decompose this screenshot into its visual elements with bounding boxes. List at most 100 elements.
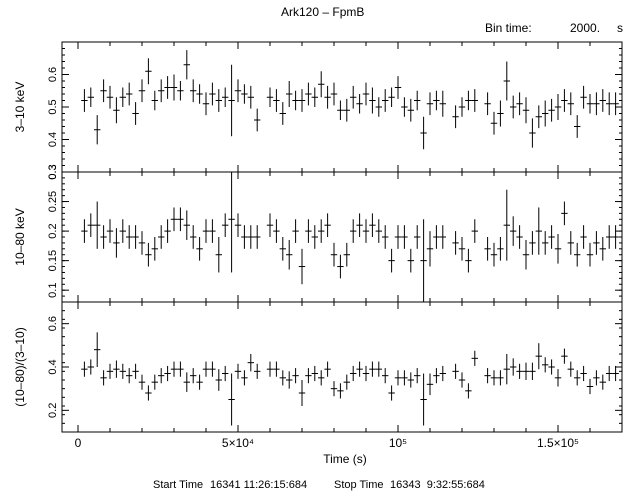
panel-1-data-point	[535, 105, 542, 129]
panel-3-data-point	[561, 348, 568, 364]
panel-3-data-point	[305, 368, 312, 384]
panel-2-data-point	[158, 225, 165, 249]
panel-1-data-point	[574, 115, 581, 138]
panel-1-data-point	[465, 90, 472, 111]
panel-2-data-point	[407, 248, 414, 273]
panel-3-data-point	[190, 368, 197, 384]
panel-1-data-point	[145, 58, 152, 85]
panel-3-data-point	[612, 365, 619, 382]
panel-3-data-point	[574, 370, 581, 386]
panel-3-frame	[61, 301, 623, 433]
panel-1-data-point	[420, 116, 427, 150]
panel-1-data-point	[228, 64, 235, 137]
bin-time-value: 2000.	[570, 21, 601, 35]
panel-1-data-point	[273, 89, 280, 112]
panel-2-data-point	[202, 219, 210, 243]
panel-2-data-point	[254, 225, 261, 249]
panel-2-y-tick-label: 0.15	[47, 250, 59, 271]
panel-2-data-point	[465, 248, 472, 273]
panel-3-data-point	[375, 361, 382, 377]
panel-2-data-point	[138, 231, 146, 255]
panel-3-data-point	[177, 361, 184, 377]
panel-2-data-point	[100, 225, 107, 249]
panel-3-data-point	[433, 368, 440, 384]
panel-1-data-point	[113, 97, 120, 124]
panel-3-data-point	[311, 365, 318, 382]
panel-1-data-point	[190, 79, 197, 103]
panel-3-data-point	[388, 385, 395, 401]
panel-1-data-point	[164, 76, 171, 99]
panel-3-data-point	[458, 372, 466, 388]
panel-2-data-point	[458, 237, 466, 261]
panel-1-data-point	[138, 79, 146, 103]
panel-3-data-point	[414, 368, 421, 384]
panel-3-data-point	[554, 369, 562, 387]
panel-3-data-point	[586, 378, 594, 395]
panel-3-data-point	[465, 383, 472, 399]
panel-2-data-point	[574, 242, 581, 267]
panel-3-data-point	[426, 373, 434, 396]
panel-3-data-point	[580, 365, 587, 382]
panel-1-data-point	[510, 95, 517, 119]
panel-3-data-point	[151, 374, 158, 390]
panel-1-data-point	[222, 87, 229, 107]
panel-3-data-point	[266, 361, 274, 377]
panel-3-data-point	[138, 374, 146, 390]
panel-3-data-point	[337, 383, 344, 399]
panel-3-data-point	[222, 365, 229, 382]
panel-1-data-point	[318, 71, 325, 98]
panel-1-data-point	[254, 108, 261, 132]
panel-1-data-point	[548, 98, 555, 122]
panel-1-data-point	[234, 79, 242, 103]
panel-1-data-point	[292, 90, 299, 111]
panel-3-data-point	[273, 361, 280, 377]
panel-3-data-point	[593, 370, 600, 386]
panel-2-data-point	[234, 213, 242, 237]
panel-1-data-point	[362, 82, 370, 106]
panel-2-data-point	[298, 248, 306, 285]
panel-2-data-point	[164, 219, 171, 243]
panel-3-data-point	[113, 360, 120, 378]
panel-3-data-point	[484, 368, 491, 384]
panel-2-data-point	[132, 225, 139, 249]
panel-2-data-point	[126, 225, 133, 249]
panel-2-data-point	[542, 231, 549, 255]
panel-1-data-point	[414, 90, 421, 111]
panel-2-data-point	[420, 219, 427, 302]
panel-1-data-point	[606, 92, 613, 116]
panel-3-data-point	[452, 363, 459, 379]
panel-2-data-point	[279, 237, 286, 261]
panel-2-data-point	[362, 219, 370, 243]
panel-1-data-point	[343, 98, 350, 122]
panel-3-data-point	[356, 361, 363, 377]
panel-1-data-point	[158, 79, 165, 103]
panel-2-frame	[61, 171, 623, 303]
panel-1-data-point	[337, 100, 344, 120]
panel-1-data-point	[330, 82, 338, 106]
panel-3-data-point	[503, 354, 510, 385]
panel-2-data-point	[170, 207, 178, 232]
panel-2-data-point	[241, 225, 248, 249]
panel-2-data-point	[286, 239, 293, 270]
panel-2-data-point	[343, 242, 350, 267]
panel-3-data-point	[87, 359, 94, 375]
start-time-label: Start Time	[153, 479, 204, 491]
panel-2-data-point	[119, 219, 126, 243]
panel-3-data-point	[497, 370, 504, 386]
panel-2-data-point	[388, 248, 395, 273]
x-axis-label: Time (s)	[323, 452, 367, 466]
panel-2-data-point	[535, 207, 542, 255]
panel-1-y-tick-label: 0.3	[47, 164, 59, 179]
panel-2-data-point	[337, 254, 344, 279]
panel-3-data-point	[241, 370, 248, 386]
panel-2-data-point	[113, 228, 120, 258]
panel-3-data-point	[330, 381, 338, 397]
panel-2-y-tick-label: 0.3	[47, 164, 59, 179]
panel-1-data-point	[490, 111, 498, 135]
panel-2-data-point	[580, 225, 587, 249]
panel-1-data-point	[132, 102, 139, 125]
panel-2-data-point	[586, 242, 594, 267]
panel-2-data-point	[452, 231, 459, 255]
panel-2-data-point	[356, 213, 363, 237]
